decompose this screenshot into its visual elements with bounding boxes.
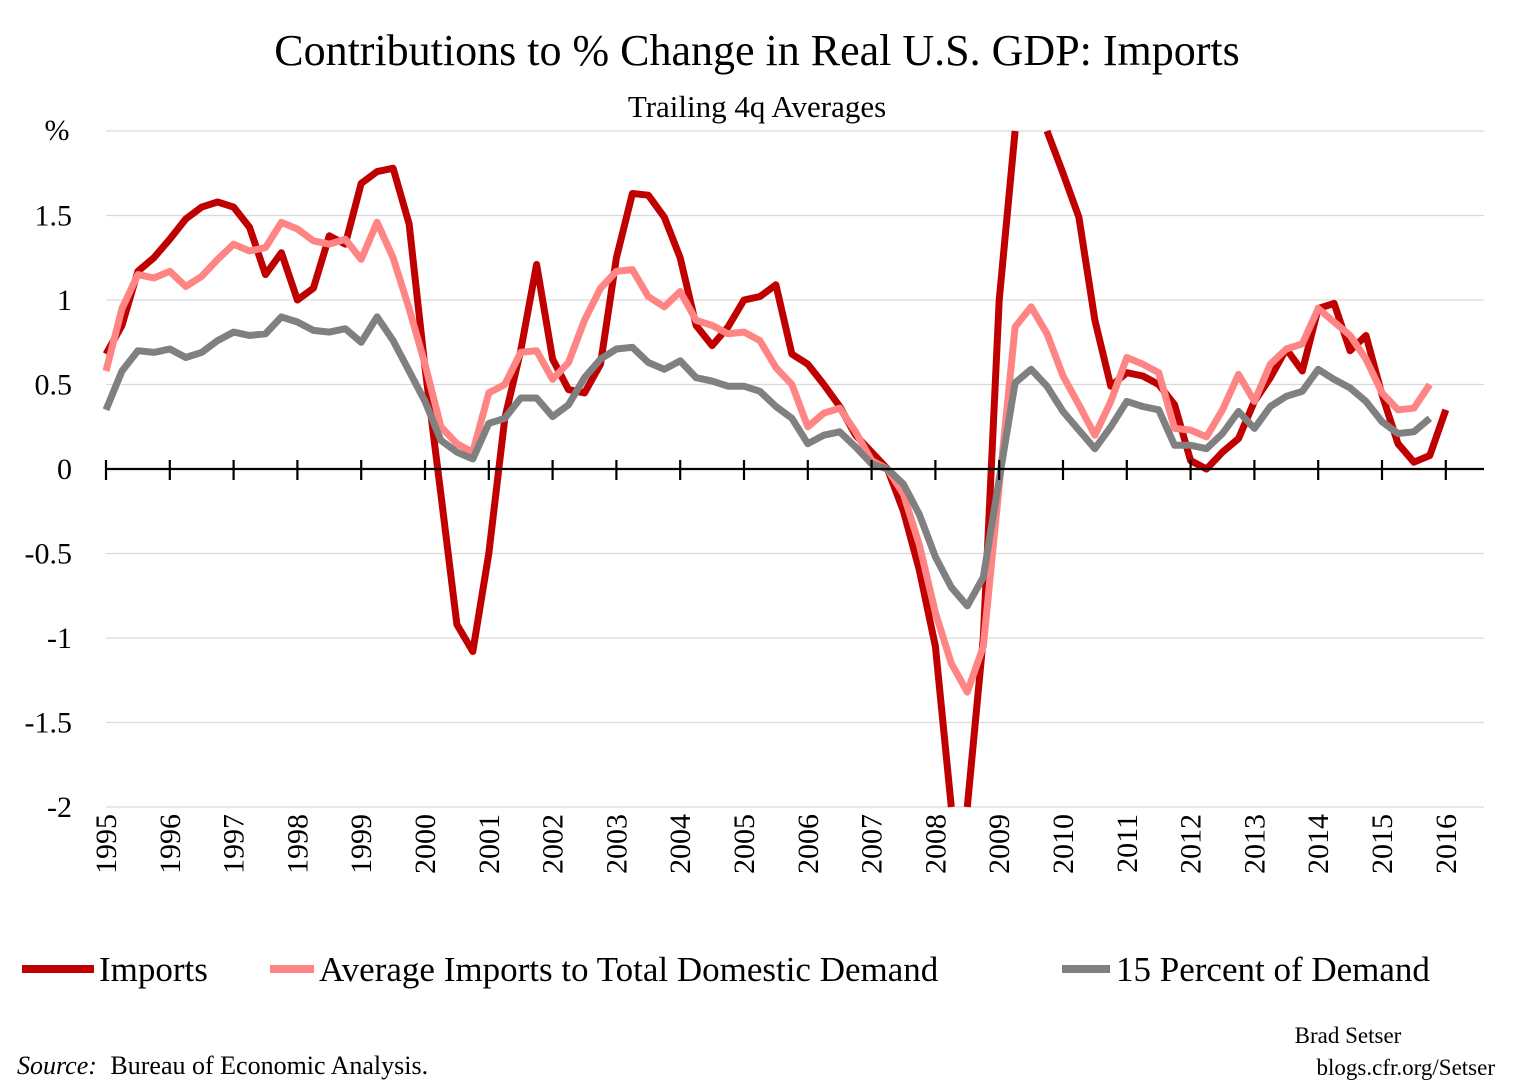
x-tick-label: 2013 [1238, 814, 1271, 874]
chart-title: Contributions to % Change in Real U.S. G… [274, 26, 1240, 75]
x-tick-label: 2007 [856, 814, 889, 874]
x-tick-label: 2009 [983, 814, 1016, 874]
x-tick-label: 2004 [664, 814, 697, 874]
y-tick-label: 1 [57, 284, 72, 317]
credit-site: blogs.cfr.org/Setser [1317, 1055, 1496, 1080]
x-axis [104, 460, 1484, 480]
x-tick-label: 1996 [154, 814, 187, 874]
source-note: Source: Bureau of Economic Analysis. [17, 1051, 428, 1080]
x-tick-label: 2011 [1111, 814, 1144, 873]
x-tick-label: 1998 [281, 814, 314, 874]
credit-author: Brad Setser [1295, 1023, 1402, 1048]
y-tick-label: 0 [57, 453, 72, 486]
x-tick-label: 2012 [1175, 814, 1208, 874]
y-tick-label: 1.5 [35, 200, 73, 233]
series-line-15-percent-of-demand [102, 313, 1433, 610]
legend-label: Imports [99, 950, 208, 989]
x-tick-label: 2003 [600, 814, 633, 874]
x-tick-labels: 1995 1996 1997 1998 1999 2000 2001 2002 2003 2004… [90, 814, 1463, 874]
x-tick-label: 1997 [218, 814, 251, 874]
x-tick-label: 2010 [1047, 814, 1080, 874]
y-tick-label: -0.5 [25, 538, 73, 571]
series-line-average-imports-to-total-domestic-demand [102, 218, 1433, 696]
x-tick-label: 2006 [792, 814, 825, 874]
x-tick-label: 2001 [473, 814, 506, 874]
y-tick-labels: 1.5 1 0.5 0 -0.5 -1 -1.5 -2 [25, 200, 73, 825]
x-tick-label: 2000 [409, 814, 442, 874]
legend: Imports Average Imports to Total Domestic… [22, 950, 1430, 989]
x-tick-label: 2008 [919, 814, 952, 874]
legend-label: Average Imports to Total Domestic Demand [319, 950, 939, 989]
series-lines [102, 129, 1450, 808]
series-line-imports [102, 164, 955, 808]
y-tick-label: -2 [47, 791, 72, 824]
gridlines [106, 130, 1484, 808]
y-axis-label: % [45, 114, 70, 147]
x-tick-label: 2005 [728, 814, 761, 874]
x-tick-label: 2014 [1302, 814, 1335, 874]
x-tick-label: 2016 [1430, 814, 1463, 874]
y-tick-label: -1.5 [25, 707, 73, 740]
chart-subtitle: Trailing 4q Averages [628, 89, 886, 124]
x-tick-label: 2002 [537, 814, 570, 874]
x-tick-label: 1999 [345, 814, 378, 874]
x-tick-label: 1995 [90, 814, 123, 874]
y-tick-label: 0.5 [35, 369, 73, 402]
x-tick-label: 2015 [1366, 814, 1399, 874]
legend-label: 15 Percent of Demand [1116, 950, 1430, 989]
source-label: Source: [17, 1051, 97, 1080]
y-tick-label: -1 [47, 622, 72, 655]
source-text: Bureau of Economic Analysis. [110, 1051, 428, 1080]
